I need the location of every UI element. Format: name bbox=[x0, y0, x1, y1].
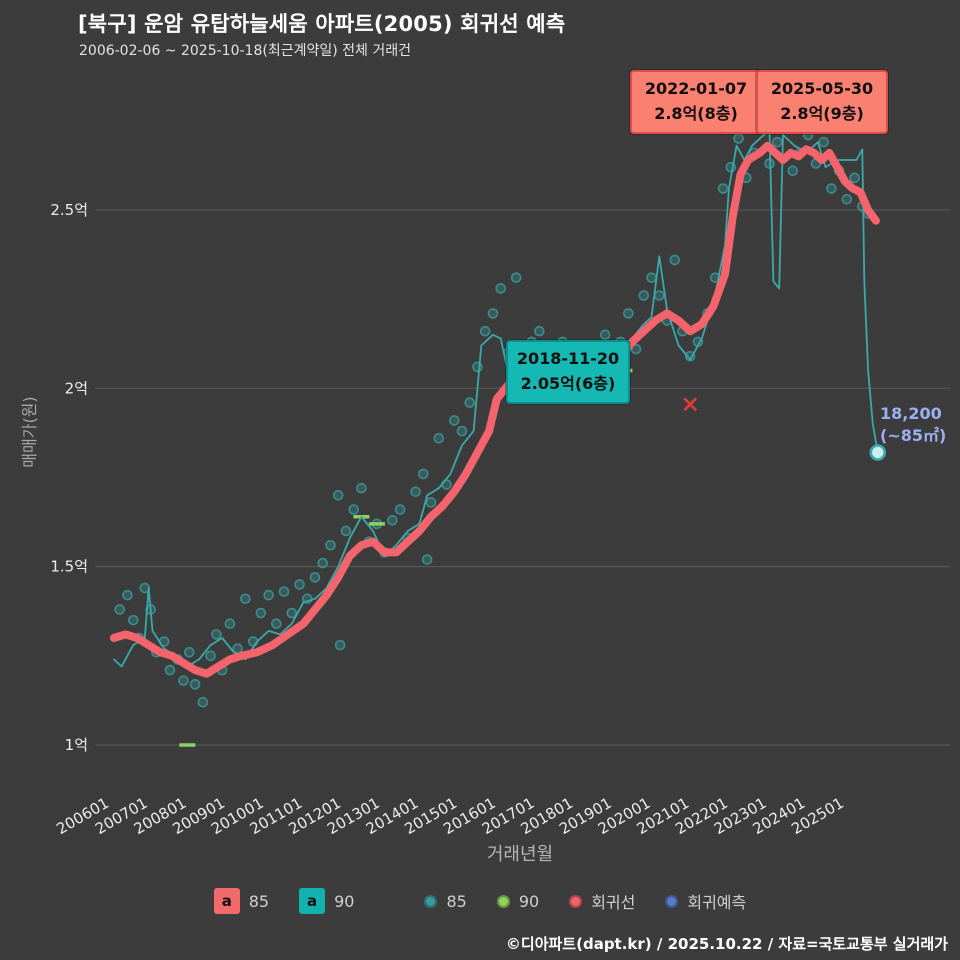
page-title: [북구] 운암 유탑하늘세움 아파트(2005) 회귀선 예측 bbox=[78, 12, 566, 36]
legend-item-regression[interactable]: 회귀선 bbox=[569, 889, 635, 913]
legend-label: 회귀선 bbox=[591, 893, 636, 912]
annotation-date: 2022-01-07 bbox=[644, 79, 748, 98]
y-axis-label: 매매가(원) bbox=[20, 396, 39, 468]
legend-item-85-box[interactable]: a 85 bbox=[213, 888, 270, 914]
annotation-2022-01: 2022-01-07 2.8억(8층) bbox=[630, 70, 762, 134]
legend-dot-85 bbox=[424, 894, 438, 908]
annotation-price: 2.8억(8층) bbox=[654, 103, 738, 123]
y-tick-label: 1.5억 bbox=[50, 558, 88, 576]
legend-dot-prediction bbox=[665, 894, 679, 908]
credit-text: ©디아파트(dapt.kr) / 2025.10.22 / 자료=국토교통부 실… bbox=[505, 935, 948, 953]
prediction-area: (~85㎡) bbox=[880, 425, 947, 445]
legend-swatch-90-box: a bbox=[299, 888, 326, 914]
y-tick-label: 2억 bbox=[65, 379, 88, 397]
chart-legend: a 85 a 90 85 90 회귀선 회귀예측 bbox=[0, 888, 960, 914]
x-axis-label: 거래년월 bbox=[486, 844, 554, 865]
page-subtitle: 2006-02-06 ~ 2025-10-18(최근계약일) 전체 거래건 bbox=[79, 43, 411, 59]
annotation-2025-05: 2025-05-30 2.8억(9층) bbox=[756, 70, 888, 134]
prediction-value: 18,200 bbox=[880, 404, 942, 423]
annotation-2018-11: 2018-11-20 2.05억(6층) bbox=[506, 340, 630, 404]
series-회귀예측-endpoint bbox=[869, 444, 887, 461]
y-tick-label: 2.5억 bbox=[50, 201, 88, 219]
legend-item-85-dot[interactable]: 85 bbox=[424, 891, 467, 911]
annotation-date: 2018-11-20 bbox=[516, 349, 620, 368]
series-90-scatter bbox=[179, 365, 633, 747]
grid-lines: 1억 1.5억 2억 2.5억 bbox=[50, 201, 950, 754]
series-회귀선 bbox=[109, 141, 880, 678]
legend-item-90-box[interactable]: a 90 bbox=[299, 888, 354, 914]
legend-dot-90 bbox=[496, 894, 510, 908]
legend-label: 90 bbox=[518, 891, 540, 911]
legend-label: 90 bbox=[334, 891, 355, 911]
legend-item-90-dot[interactable]: 90 bbox=[496, 891, 540, 911]
annotation-price: 2.05억(6층) bbox=[520, 373, 616, 393]
legend-label: 회귀예측 bbox=[687, 893, 747, 912]
legend-label: 85 bbox=[446, 891, 467, 911]
annotation-date: 2025-05-30 bbox=[770, 79, 874, 98]
annotation-price: 2.8억(9층) bbox=[780, 103, 864, 123]
legend-swatch-85-box: a bbox=[213, 888, 240, 914]
prediction-label: 18,200 (~85㎡) bbox=[880, 403, 946, 446]
legend-item-prediction[interactable]: 회귀예측 bbox=[665, 889, 746, 913]
legend-dot-regression bbox=[569, 894, 583, 908]
y-tick-label: 1억 bbox=[65, 736, 88, 754]
legend-label: 85 bbox=[248, 891, 270, 911]
x-axis-ticks: 2006012007012008012009012010012011012012… bbox=[53, 794, 847, 838]
